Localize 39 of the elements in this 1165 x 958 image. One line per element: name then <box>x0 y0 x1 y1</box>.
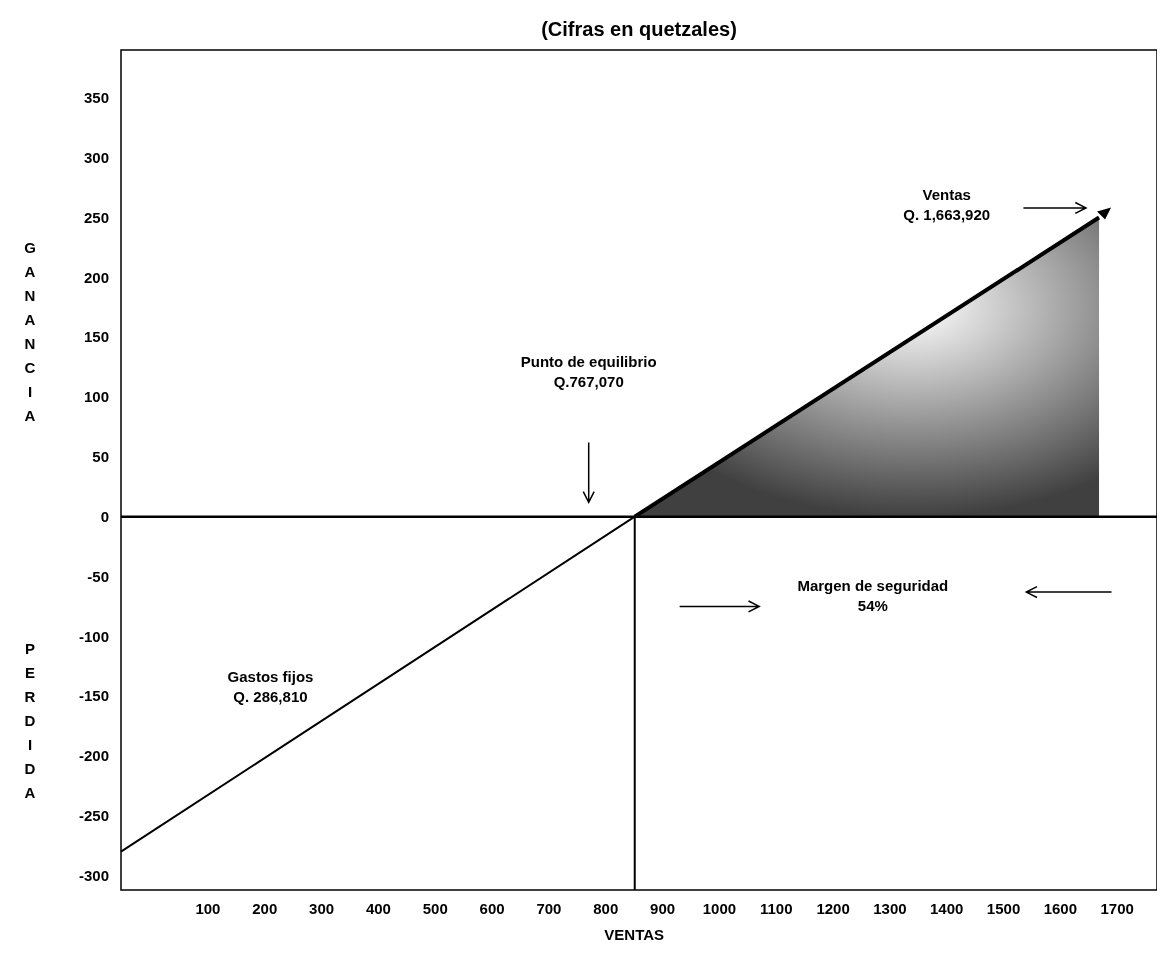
annotation: Punto de equilibrio Q.767,070 <box>520 353 657 391</box>
x-axis-title: VENTAS <box>604 926 665 943</box>
y-tick-label: -300 <box>78 866 109 884</box>
x-tick-label: 200 <box>252 900 278 917</box>
x-tick-label: 700 <box>536 900 562 917</box>
y-tick-label: 250 <box>83 208 109 226</box>
x-tick-label: 300 <box>309 900 335 917</box>
y-tick-label: -100 <box>78 627 109 645</box>
x-tick-label: 800 <box>593 900 619 917</box>
x-tick-label: 400 <box>365 900 391 917</box>
x-tick-label: 1700 <box>1100 900 1134 917</box>
annotation: Margen de seguridad 54% <box>797 576 949 614</box>
annotation: Gastos fijos Q. 286,810 <box>227 667 314 705</box>
y-tick-label: 200 <box>83 268 109 286</box>
y-tick-label: 300 <box>83 148 109 166</box>
x-tick-label: 900 <box>650 900 676 917</box>
x-tick-label: 500 <box>422 900 448 917</box>
y-tick-label: -50 <box>87 567 109 585</box>
annotation: Ventas Q. 1,663,920 <box>903 185 991 223</box>
y-tick-label: 100 <box>83 388 109 406</box>
x-tick-label: 1200 <box>816 900 850 917</box>
chart-title: (Cifras en quetzales) <box>541 18 737 40</box>
y-tick-label: 50 <box>92 448 109 466</box>
y-axis-title: GANANCIA <box>24 239 36 425</box>
y-tick-label: 150 <box>83 328 109 346</box>
y-tick-label: -250 <box>78 807 109 825</box>
x-tick-label: 1000 <box>702 900 737 917</box>
y-tick-label: 350 <box>83 89 109 107</box>
y-tick-label: -200 <box>78 747 109 765</box>
x-tick-label: 1300 <box>873 900 907 917</box>
x-tick-label: 100 <box>195 900 221 917</box>
x-tick-label: 1100 <box>759 900 793 917</box>
x-tick-label: 600 <box>479 900 505 917</box>
y2-axis-title: PERDIDA <box>24 640 36 802</box>
x-tick-label: 1600 <box>1043 900 1078 917</box>
x-tick-label: 1500 <box>986 900 1021 917</box>
y-tick-label: 0 <box>100 507 109 525</box>
x-tick-label: 1400 <box>930 900 964 917</box>
y-tick-label: -150 <box>78 687 109 705</box>
